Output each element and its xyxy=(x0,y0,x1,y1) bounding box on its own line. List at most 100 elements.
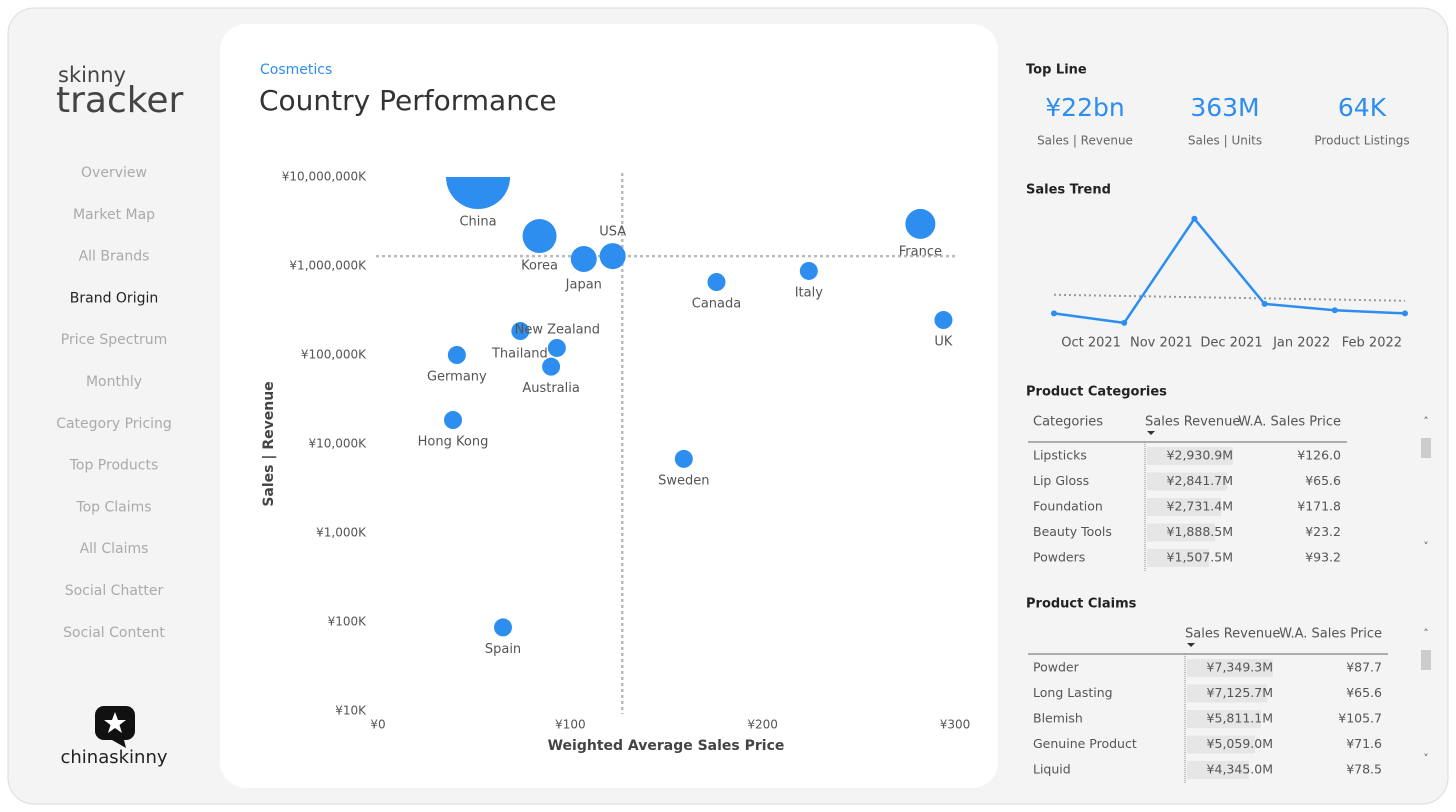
y-tick-label: ¥100,000K xyxy=(301,348,367,362)
point-label: Australia xyxy=(522,381,580,396)
point-label: USA xyxy=(599,225,626,240)
cell: ¥93.2 xyxy=(1305,550,1341,565)
x-tick-label: Jan 2022 xyxy=(1272,336,1330,351)
y-tick-label: ¥1,000,000K xyxy=(289,259,367,273)
scroll-down[interactable]: ˅ xyxy=(1423,540,1429,553)
point-label: Germany xyxy=(427,370,487,385)
x-tick-label: Oct 2021 xyxy=(1061,336,1121,351)
nav-item[interactable]: Top Claims xyxy=(75,499,151,515)
cell: ¥126.0 xyxy=(1297,448,1341,463)
y-tick-label: ¥100K xyxy=(328,615,368,629)
nav-item[interactable]: Monthly xyxy=(86,374,142,390)
nav-item[interactable]: All Claims xyxy=(80,541,149,557)
cell: ¥171.8 xyxy=(1297,499,1341,514)
point xyxy=(1121,319,1128,326)
data-bar-bg xyxy=(1147,447,1233,465)
title: Country Performance xyxy=(259,84,557,117)
nav-item[interactable]: Category Pricing xyxy=(56,416,172,432)
point-label: France xyxy=(899,244,942,259)
point xyxy=(905,208,936,239)
cell: ¥7,125.7M xyxy=(1207,685,1273,700)
point-label: Sweden xyxy=(658,473,709,488)
scrollbar xyxy=(1421,438,1431,458)
cell: Powders xyxy=(1033,550,1085,565)
sort-arrow xyxy=(1187,643,1195,647)
scroll-up[interactable]: ˄ xyxy=(1423,627,1429,640)
cell: ¥5,811.1M xyxy=(1207,711,1273,726)
nav-item[interactable]: Price Spectrum xyxy=(61,332,167,348)
point xyxy=(674,449,693,468)
data-bar-bg xyxy=(1147,498,1221,516)
logo-line1: skinny xyxy=(58,63,126,87)
scroll-up[interactable]: ˄ xyxy=(1423,415,1429,428)
table-title: Product Categories xyxy=(1026,385,1167,400)
point-label: China xyxy=(459,215,496,230)
cell: ¥1,507.5M xyxy=(1167,550,1233,565)
cell: ¥65.6 xyxy=(1346,685,1382,700)
point xyxy=(511,322,530,341)
point xyxy=(547,338,566,357)
cell: ¥2,930.9M xyxy=(1167,448,1233,463)
cell: ¥4,345.0M xyxy=(1207,762,1273,777)
y-tick-label: ¥1,000K xyxy=(316,526,367,540)
point-label: Japan xyxy=(565,277,602,292)
cell: Lipsticks xyxy=(1033,448,1087,463)
brand-name: chinaskinny xyxy=(60,747,167,768)
cell: Long Lasting xyxy=(1033,685,1113,700)
nav-item[interactable]: Overview xyxy=(81,165,147,181)
point xyxy=(446,177,511,209)
data-bar-bg xyxy=(1187,735,1255,754)
logo-icon xyxy=(95,706,135,748)
cell: ¥105.7 xyxy=(1338,711,1382,726)
cell: Beauty Tools xyxy=(1033,524,1112,539)
nav-item[interactable]: Social Chatter xyxy=(65,583,164,599)
cell: Foundation xyxy=(1033,499,1103,514)
data-bar-bg xyxy=(1187,659,1273,677)
y-tick-label: ¥10,000K xyxy=(309,437,368,451)
point xyxy=(1191,215,1198,222)
x-tick-label: ¥0 xyxy=(370,718,385,732)
nav-item[interactable]: Market Map xyxy=(73,207,155,223)
point xyxy=(447,346,466,364)
cell: Powder xyxy=(1033,660,1080,675)
trend-line xyxy=(1053,293,1406,302)
x-axis-label: Weighted Average Sales Price xyxy=(548,738,785,754)
y-tick-label: ¥10,000,000K xyxy=(282,170,367,184)
table-header: W.A. Sales Price xyxy=(1238,415,1341,430)
line xyxy=(1053,216,1406,325)
point xyxy=(1051,310,1057,317)
cell: ¥2,841.7M xyxy=(1167,473,1233,488)
kpi-label: Sales | Revenue xyxy=(1037,134,1133,148)
cell: ¥7,349.3M xyxy=(1207,660,1273,675)
scroll-down[interactable]: ˅ xyxy=(1423,752,1429,765)
subtitle: Cosmetics xyxy=(260,62,332,78)
cell: Lip Gloss xyxy=(1033,473,1089,488)
nav-item[interactable]: All Brands xyxy=(79,249,150,265)
section-title: Sales Trend xyxy=(1026,183,1111,198)
scrollbar xyxy=(1421,650,1431,670)
cell: ¥2,731.4M xyxy=(1167,499,1233,514)
data-bar-bg xyxy=(1147,523,1215,542)
kpi-value: 363M xyxy=(1190,93,1259,122)
kpi-label: Product Listings xyxy=(1314,134,1409,148)
point xyxy=(599,243,626,270)
data-bar-bg xyxy=(1187,710,1261,728)
x-tick-label: Nov 2021 xyxy=(1130,336,1193,351)
point xyxy=(570,245,597,272)
nav-item[interactable]: Brand Origin xyxy=(70,290,158,306)
point xyxy=(799,261,818,280)
table-title: Product Claims xyxy=(1026,597,1137,612)
point-label: Canada xyxy=(692,297,741,312)
table-header: Sales Revenue xyxy=(1145,415,1240,430)
point xyxy=(1331,307,1338,314)
nav-item[interactable]: Top Products xyxy=(69,458,159,474)
point xyxy=(1402,310,1408,317)
point-label: Spain xyxy=(485,642,521,657)
point-label: Thailand xyxy=(491,346,548,361)
point-label: Hong Kong xyxy=(418,435,489,450)
cell: ¥1,888.5M xyxy=(1167,524,1233,539)
x-tick-label: ¥100 xyxy=(555,718,586,732)
nav-item[interactable]: Social Content xyxy=(63,625,165,641)
